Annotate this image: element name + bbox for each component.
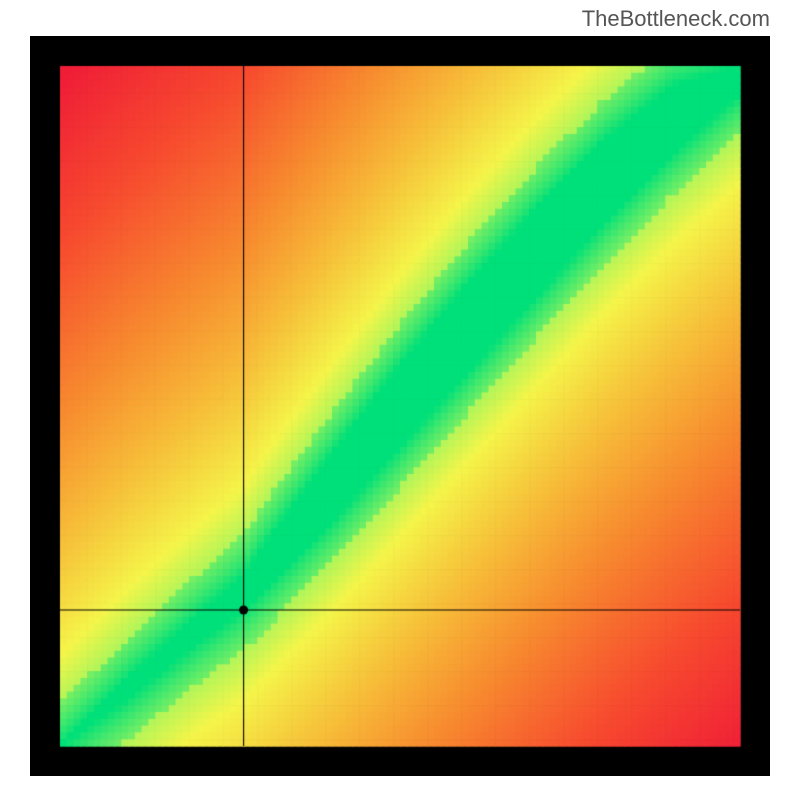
watermark-text: TheBottleneck.com xyxy=(582,6,770,32)
chart-outer-frame xyxy=(30,36,770,776)
bottleneck-heatmap xyxy=(30,36,770,776)
